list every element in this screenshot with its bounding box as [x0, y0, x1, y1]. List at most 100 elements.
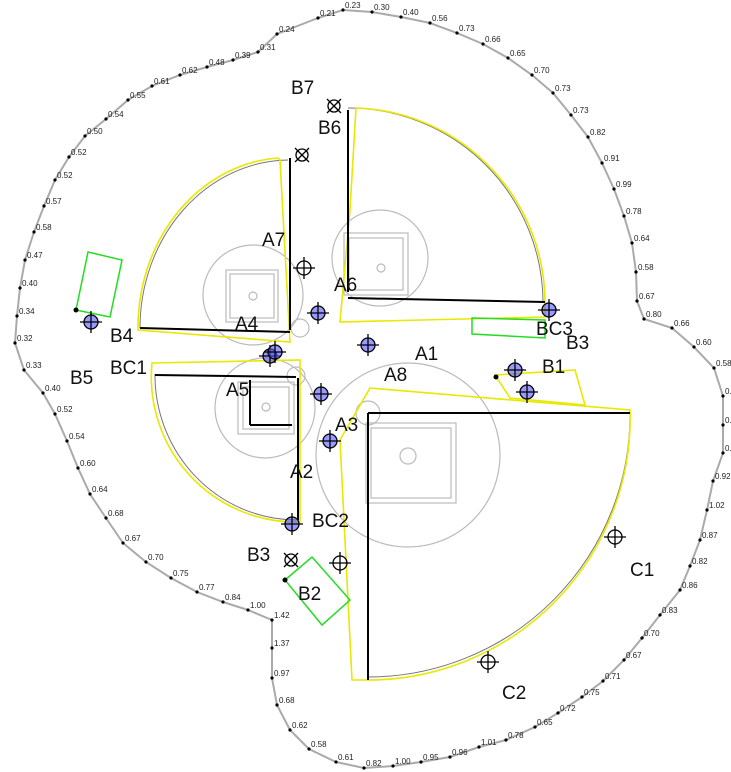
- circle: [331, 209, 429, 307]
- boundary-label: 1.00: [395, 757, 411, 766]
- vertex: [612, 187, 616, 191]
- boundary-label: 0.64: [634, 234, 650, 243]
- label: A6: [334, 275, 357, 296]
- crosshair: [264, 341, 286, 363]
- vertex: [600, 161, 604, 165]
- vertex: [126, 98, 130, 102]
- vertex: [630, 241, 634, 245]
- boundary-label: 0.68: [279, 696, 295, 705]
- vertex: [341, 8, 345, 12]
- vertex: [391, 764, 395, 768]
- boundary-label: 0.78: [508, 731, 524, 740]
- vertex: [195, 590, 199, 594]
- vertex: [270, 646, 274, 650]
- boundary-label: 0.55: [130, 91, 146, 100]
- boundary-label: 0.58: [36, 223, 52, 232]
- vertex: [150, 84, 154, 88]
- zone: [137, 157, 291, 343]
- boundary-label: 0.64: [92, 485, 108, 494]
- symbols: [73, 98, 626, 673]
- vertex: [622, 214, 626, 218]
- x-mark: [294, 147, 310, 163]
- fixtures: [202, 209, 501, 548]
- vertex: [104, 117, 108, 121]
- boundary-label: 0.56: [432, 14, 448, 23]
- vertex: [580, 695, 584, 699]
- label: A2: [290, 462, 313, 483]
- vertex: [481, 42, 485, 46]
- zone: [339, 387, 631, 681]
- boundary-label: 0.58: [638, 263, 654, 272]
- square: [229, 273, 275, 319]
- vertex: [316, 16, 320, 20]
- boundary-label: 0.50: [87, 127, 103, 136]
- vertex: [246, 608, 250, 612]
- label: A1: [415, 344, 438, 365]
- vertex: [275, 703, 279, 707]
- boundary-label: 0.62: [182, 66, 198, 75]
- crosshair: [319, 430, 341, 452]
- vertex: [551, 91, 555, 95]
- boundary-label: 0.40: [403, 8, 419, 17]
- x-mark: [283, 552, 299, 568]
- boundary-label: 0.48: [209, 58, 225, 67]
- boundary-label: 0.32: [17, 334, 33, 343]
- boundary-label: 0.52: [57, 171, 73, 180]
- label: C1: [630, 560, 654, 581]
- zone: [339, 107, 546, 323]
- vertex: [275, 32, 279, 36]
- vertex: [22, 368, 26, 372]
- square: [370, 427, 452, 499]
- crosshair: [516, 381, 538, 403]
- crosshair: [310, 383, 332, 405]
- boundary-label: 0.54: [69, 432, 85, 441]
- boundary-label: 0.73: [555, 84, 571, 93]
- boundary-label: 0.31: [260, 43, 276, 52]
- boundary-label: 0.47: [27, 251, 43, 260]
- crosshair: [80, 311, 102, 333]
- vertex: [256, 50, 260, 54]
- point: [73, 307, 79, 313]
- vertex: [455, 31, 459, 35]
- arc: [347, 107, 544, 303]
- vertex: [688, 564, 692, 568]
- vertex: [88, 492, 92, 496]
- square: [343, 232, 409, 296]
- boundary-label: 0.34: [19, 307, 35, 316]
- arc: [367, 412, 631, 678]
- vertex: [622, 658, 626, 662]
- vertex: [477, 745, 481, 749]
- label: B2: [298, 584, 321, 605]
- vertex: [23, 258, 27, 262]
- boundary-label: 0.82: [692, 557, 708, 566]
- vertex: [419, 760, 423, 764]
- vertex: [530, 73, 534, 77]
- boundary-labels: 0.21 0.23 0.30 0.40 0.56 0.73 0.66 0.65 0.70 0.73…: [13, 1, 731, 770]
- vertex: [370, 10, 374, 14]
- vertex: [721, 423, 725, 427]
- vertex: [144, 560, 148, 564]
- boundary-label: 1.02: [709, 501, 725, 510]
- crosshair: [281, 513, 303, 535]
- square: [237, 381, 295, 435]
- vertex: [362, 766, 366, 770]
- label: A5: [226, 380, 249, 401]
- boundary-label: 0.67: [125, 534, 141, 543]
- vertex: [504, 738, 508, 742]
- boundary-label: 0.86: [682, 581, 698, 590]
- dot: [376, 263, 386, 273]
- vertex: [288, 728, 292, 732]
- vertex: [712, 366, 716, 370]
- vertex: [586, 135, 590, 139]
- zones: [137, 107, 631, 681]
- label: B3: [247, 545, 270, 566]
- boundary-label: 0.8: [725, 444, 731, 453]
- x-mark: [284, 553, 298, 567]
- boundary-label: 0.57: [46, 197, 62, 206]
- dot: [261, 402, 271, 412]
- vertex: [231, 58, 235, 62]
- boundary-label: 0.8: [725, 416, 731, 425]
- vertex: [270, 618, 274, 622]
- boundary-label: 0.73: [573, 106, 589, 115]
